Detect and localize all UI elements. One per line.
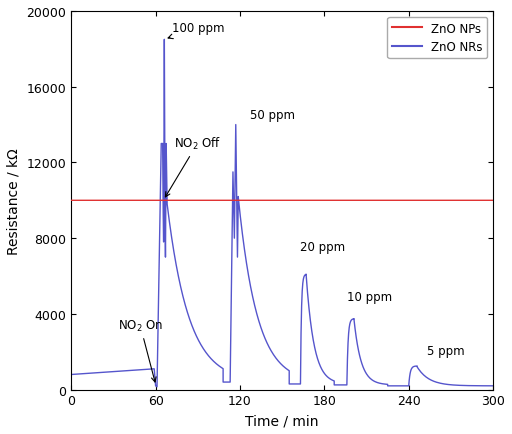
Text: NO$_2$ On: NO$_2$ On bbox=[118, 318, 163, 382]
Text: 50 ppm: 50 ppm bbox=[250, 108, 295, 122]
Text: 5 ppm: 5 ppm bbox=[427, 345, 465, 358]
Text: 100 ppm: 100 ppm bbox=[168, 22, 225, 39]
Text: 20 ppm: 20 ppm bbox=[301, 241, 346, 254]
Y-axis label: Resistance / kΩ: Resistance / kΩ bbox=[7, 148, 21, 254]
Legend: ZnO NPs, ZnO NRs: ZnO NPs, ZnO NRs bbox=[387, 18, 487, 59]
Text: NO$_2$ Off: NO$_2$ Off bbox=[165, 136, 221, 197]
X-axis label: Time / min: Time / min bbox=[245, 413, 319, 427]
Text: 10 ppm: 10 ppm bbox=[347, 290, 392, 303]
